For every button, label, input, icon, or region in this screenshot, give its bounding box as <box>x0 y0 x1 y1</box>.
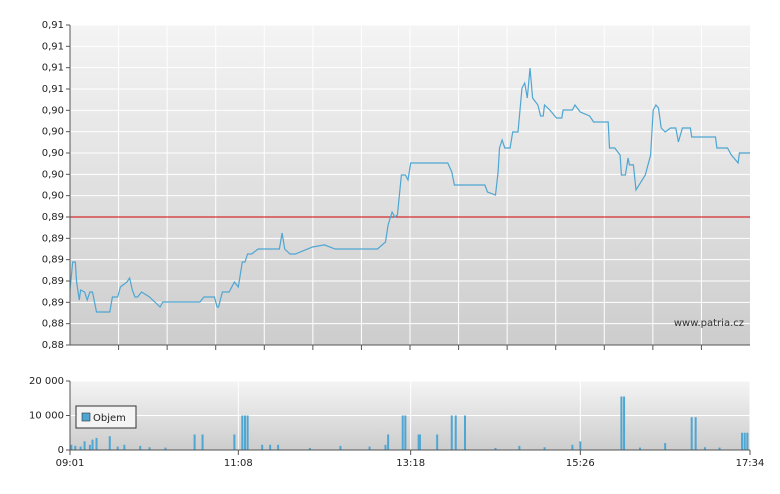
y-tick-label: 0,90 <box>42 127 64 138</box>
volume-bar <box>261 444 264 450</box>
x-tick-label: 09:01 <box>56 458 85 469</box>
y-tick-label: 0,89 <box>42 233 64 244</box>
y-tick-label: 0,88 <box>42 319 64 330</box>
volume-bar <box>243 415 246 450</box>
volume-bar <box>193 434 196 450</box>
volume-bar <box>201 434 204 450</box>
volume-bar <box>116 446 119 450</box>
volume-bar <box>543 447 546 450</box>
volume-bar <box>579 441 582 450</box>
volume-bar <box>83 441 86 450</box>
y-tick-label: 20 000 <box>29 376 64 387</box>
volume-bar <box>387 434 390 450</box>
y-tick-label: 0,91 <box>42 63 64 74</box>
y-tick-label: 0,89 <box>42 297 64 308</box>
volume-bar <box>246 415 249 450</box>
volume-bar <box>638 447 641 450</box>
volume-bar <box>164 447 167 450</box>
volume-bar <box>233 434 236 450</box>
volume-bar <box>518 445 521 450</box>
legend-swatch <box>81 412 91 422</box>
volume-bar <box>436 434 439 450</box>
volume-bar <box>404 415 407 450</box>
price-line <box>69 67 750 313</box>
volume-bar <box>95 437 98 450</box>
legend-box <box>75 405 137 429</box>
volume-bar <box>703 447 706 450</box>
volume-bar <box>401 415 404 450</box>
volume-bar <box>91 439 94 450</box>
legend-label: Objem <box>93 413 126 424</box>
volume-bar <box>746 432 749 450</box>
volume-bar <box>417 434 420 450</box>
volume-bar <box>241 415 244 450</box>
volume-bar <box>123 444 126 450</box>
x-tick-label: 11:08 <box>224 458 253 469</box>
volume-bar <box>88 444 91 450</box>
volume-bar <box>664 443 667 450</box>
volume-bar <box>308 447 311 450</box>
y-tick-label: 0,89 <box>42 255 64 266</box>
volume-bar <box>464 415 467 450</box>
x-tick-label: 17:34 <box>736 458 765 469</box>
volume-bar <box>571 444 574 450</box>
volume-bar <box>494 447 497 450</box>
y-tick-label: 0,90 <box>42 191 64 202</box>
volume-bar <box>741 432 744 450</box>
volume-bar <box>339 445 342 450</box>
volume-bar <box>620 396 623 450</box>
volume-bar <box>450 415 453 450</box>
volume-bar <box>74 445 77 450</box>
volume-bar <box>277 444 280 450</box>
volume-bar <box>384 444 387 450</box>
y-tick-label: 10 000 <box>29 411 64 422</box>
volume-bar <box>694 417 697 450</box>
volume-bar <box>418 434 421 450</box>
y-tick-label: 0,90 <box>42 148 64 159</box>
volume-bar <box>139 445 142 450</box>
x-tick-label: 13:18 <box>396 458 425 469</box>
volume-bar <box>718 447 721 450</box>
y-tick-label: 0,91 <box>42 84 64 95</box>
volume-bar <box>79 446 82 450</box>
volume-bar <box>108 436 111 450</box>
volume-bar <box>148 447 151 450</box>
y-tick-label: 0,90 <box>42 105 64 116</box>
y-tick-label: 0 <box>58 445 64 456</box>
y-tick-label: 0,91 <box>42 20 64 31</box>
watermark: www.patria.cz <box>674 318 744 329</box>
volume-bar <box>269 444 272 450</box>
y-tick-label: 0,89 <box>42 212 64 223</box>
y-tick-label: 0,89 <box>42 276 64 287</box>
volume-bar <box>70 444 73 450</box>
x-tick-label: 15:26 <box>566 458 595 469</box>
volume-bar <box>368 446 371 450</box>
volume-bar <box>743 432 746 450</box>
volume-bar <box>454 415 457 450</box>
y-tick-label: 0,88 <box>42 340 64 351</box>
y-tick-label: 0,91 <box>42 41 64 52</box>
volume-bar <box>623 396 626 450</box>
y-tick-label: 0,90 <box>42 169 64 180</box>
volume-bar <box>690 417 693 450</box>
